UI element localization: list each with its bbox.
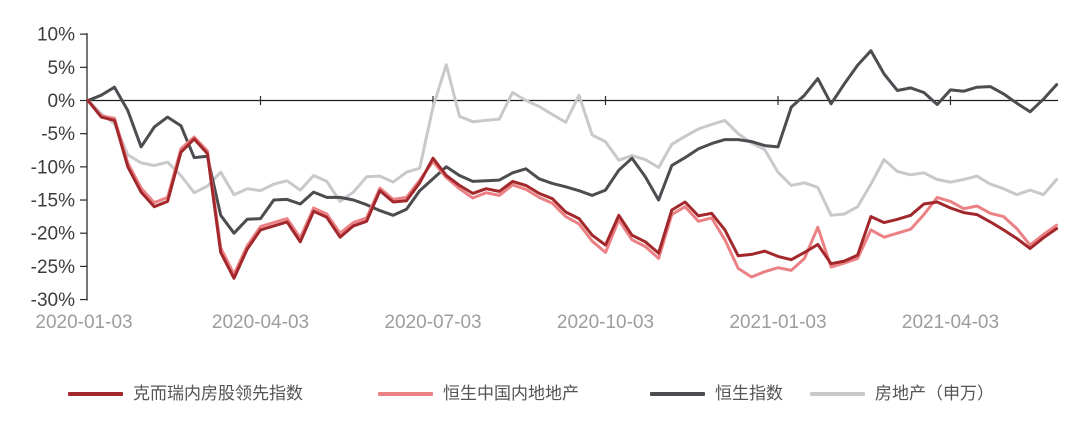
series-line-3	[86, 63, 1059, 217]
legend-label-sw: 房地产（申万）	[875, 384, 994, 403]
series-line-1	[86, 99, 1059, 279]
legend-item-hsmp[interactable]: 恒生中国内地地产	[378, 381, 579, 407]
x-axis-label: 2021-04-03	[902, 312, 999, 333]
legend-swatch-sw	[810, 392, 865, 396]
x-axis-label: 2020-07-03	[384, 312, 481, 333]
y-axis-label: -25%	[31, 257, 75, 278]
legend-swatch-hsi	[650, 392, 705, 396]
legend-item-hsi[interactable]: 恒生指数	[650, 381, 783, 407]
y-axis-label: 10%	[37, 25, 75, 46]
x-axis-label: 2021-01-03	[729, 312, 826, 333]
chart-legend: 克而瑞内房股领先指数 恒生中国内地地产 恒生指数 房地产（申万）	[0, 381, 1080, 411]
legend-item-kr[interactable]: 克而瑞内房股领先指数	[68, 381, 303, 407]
y-axis-label: -20%	[31, 224, 75, 245]
y-axis-label: -5%	[41, 124, 75, 145]
legend-label-hsi: 恒生指数	[715, 384, 783, 403]
x-axis-label: 2020-01-03	[35, 312, 132, 333]
y-axis-label: 0%	[48, 91, 76, 112]
y-axis-label: -15%	[31, 191, 75, 212]
legend-swatch-kr	[68, 392, 123, 396]
legend-swatch-hsmp	[378, 392, 433, 396]
legend-label-kr: 克而瑞内房股领先指数	[133, 384, 303, 403]
line-chart-canvas: 10% 5% 0% -5% -10% -15% -20% -25% -30%2020-01-03…	[31, 25, 1059, 333]
series-line-0	[86, 99, 1059, 280]
legend-label-hsmp: 恒生中国内地地产	[443, 384, 579, 403]
x-axis-label: 2020-10-03	[557, 312, 654, 333]
y-axis-label: -30%	[31, 290, 75, 311]
series-line-2	[86, 49, 1059, 235]
x-axis-label: 2020-04-03	[212, 312, 309, 333]
y-axis-label: -10%	[31, 157, 75, 178]
y-axis-label: 5%	[48, 58, 76, 79]
legend-item-sw[interactable]: 房地产（申万）	[810, 381, 994, 407]
